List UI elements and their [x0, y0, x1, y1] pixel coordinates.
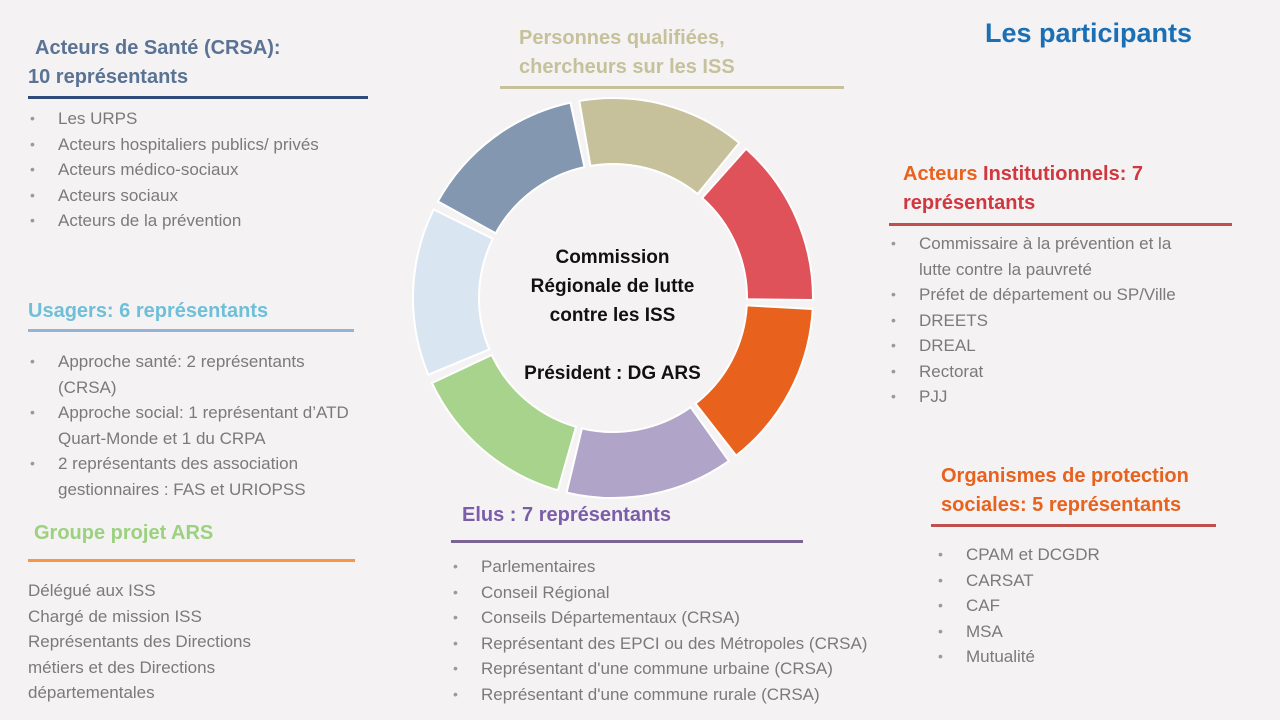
list-item: Rectorat [889, 359, 1232, 385]
section-organismes-protection: Organismes de protection sociales: 5 rep… [931, 462, 1216, 670]
acteurs-sante-list: Les URPSActeurs hospitaliers publics/ pr… [28, 106, 368, 234]
list-item: Acteurs médico-sociaux [28, 157, 368, 183]
list-item: Représentant d'une commune rurale (CRSA) [451, 682, 921, 708]
personnes-qualifiees-title-line2: chercheurs sur les ISS [519, 56, 735, 78]
organismes-list: CPAM et DCGDRCARSATCAFMSAMutualité [931, 542, 1216, 670]
list-item: Préfet de département ou SP/Ville [889, 282, 1232, 308]
list-item-line2: Quart-Monde et 1 du CRPA [58, 428, 266, 448]
groupe-projet-title: Groupe projet ARS [34, 522, 214, 544]
list-item: Les URPS [28, 106, 368, 132]
section-usagers: Usagers: 6 représentants Approche santé:… [28, 297, 354, 502]
list-item: 2 représentants des association gestionna… [28, 451, 398, 502]
list-item: Représentant d'une commune urbaine (CRSA… [451, 656, 921, 682]
list-item: CARSAT [936, 568, 1216, 594]
list-item: Conseils Départementaux (CRSA) [451, 605, 921, 631]
ring-segment-organismes-protection [694, 304, 814, 457]
groupe-projet-line: Délégué aux ISS [28, 581, 156, 600]
organismes-title-line2: sociales: 5 représentants [941, 494, 1182, 516]
list-item: Conseil Régional [451, 580, 921, 606]
groupe-projet-line: Chargé de mission ISS [28, 606, 202, 626]
personnes-qualifiees-title-line1: Personnes qualifiées, [519, 27, 725, 49]
groupe-projet-line: métiers et des Directions [28, 657, 216, 677]
elus-rule [451, 540, 803, 543]
list-item-line2: gestionnaires : FAS et URIOPSS [58, 479, 306, 499]
list-item: Acteurs hospitaliers publics/ privés [28, 132, 368, 158]
organismes-title-line1: Organismes de protection [941, 465, 1189, 487]
usagers-rule [28, 329, 354, 332]
section-acteurs-sante: Acteurs de Santé (CRSA): 10 représentant… [28, 34, 368, 234]
acteurs-institutionnels-title-line1: Institutionnels: 7 [983, 163, 1144, 185]
page-title: Les participants [985, 18, 1193, 48]
ring-segment-elus [565, 405, 731, 499]
section-personnes-qualifiees: Personnes qualifiées, chercheurs sur les… [500, 24, 844, 89]
organismes-rule [931, 524, 1216, 527]
list-item: Acteurs de la prévention [28, 208, 368, 234]
ring-segment-acteurs-sante [436, 101, 586, 235]
usagers-list: Approche santé: 2 représentants(CRSA)App… [28, 349, 398, 502]
list-item: Acteurs sociaux [28, 183, 368, 209]
personnes-qualifiees-title: Personnes qualifiées, chercheurs sur les… [500, 24, 844, 82]
groupe-projet-line: Représentants des Directions [28, 632, 252, 651]
list-item: MSA [936, 619, 1216, 645]
list-item: Représentant des EPCI ou des Métropoles … [451, 631, 921, 657]
list-item: Approche santé: 2 représentants (CRSA) [28, 349, 398, 400]
ring-segment-groupe-projet [430, 353, 578, 492]
acteurs-institutionnels-rule [889, 223, 1232, 226]
section-elus: Elus : 7 représentants ParlementairesCon… [451, 501, 867, 707]
list-item: Parlementaires [451, 554, 921, 580]
list-item: PJJ [889, 384, 1232, 410]
list-item: CPAM et DCGDR [936, 542, 1216, 568]
list-item: Mutualité [936, 644, 1216, 670]
elus-title: Elus : 7 représentants [462, 504, 671, 526]
usagers-title: Usagers: 6 représentants [28, 300, 269, 322]
list-item: DREETS [889, 308, 1232, 334]
organismes-title: Organismes de protection sociales: 5 rep… [931, 462, 1216, 520]
acteurs-institutionnels-title-line2: représentants [903, 192, 1036, 214]
section-acteurs-institutionnels: Acteurs Institutionnels: 7 représentants… [889, 160, 1232, 410]
list-item: lutte contre la pauvreté [919, 259, 1092, 279]
list-item-line1: 2 représentants des association [58, 454, 299, 473]
list-item: CAF [936, 593, 1216, 619]
center-line-2: Régionale de lutte [530, 276, 695, 297]
list-item-line2: (CRSA) [58, 377, 117, 397]
center-line-3: contre les ISS [549, 305, 676, 326]
list-item-line1: Approche santé: 2 représentants [58, 352, 305, 371]
groupe-projet-line: départementales [28, 683, 155, 702]
acteurs-sante-rule [28, 96, 368, 99]
acteurs-sante-title: Acteurs de Santé (CRSA): 10 représentant… [28, 34, 368, 92]
personnes-qualifiees-rule [500, 86, 844, 89]
list-item: Approche social: 1 représentant d’ATD Qua… [28, 400, 398, 451]
list-item-line1: Approche social: 1 représentant d’ATD [58, 403, 349, 422]
section-groupe-projet: Groupe projet ARS Délégué aux ISS Chargé … [28, 519, 355, 706]
acteurs-institutionnels-title-prefix: Acteurs [903, 163, 984, 185]
acteurs-sante-title-line2: 10 représentants [28, 66, 189, 88]
groupe-projet-rule [28, 559, 355, 562]
list-item: DREAL [889, 333, 1232, 359]
ring-segment-personnes-qualifiees [578, 97, 741, 196]
acteurs-sante-title-line1: Acteurs de Santé (CRSA): [35, 37, 281, 59]
elus-list: ParlementairesConseil RégionalConseils D… [451, 554, 921, 707]
acteurs-institutionnels-title: Acteurs Institutionnels: 7 représentants [889, 160, 1232, 218]
ring-segment-usagers [412, 208, 495, 377]
center-label: Commission Régionale de lutte contre les… [470, 243, 755, 388]
center-line-1: Commission [555, 247, 670, 268]
ring-segment-acteurs-institutionnels [700, 147, 814, 301]
groupe-projet-lines: Délégué aux ISS Chargé de mission ISS Repr… [28, 578, 355, 706]
center-president: Président : DG ARS [524, 363, 701, 384]
list-item: Commissaire à la prévention et la [889, 231, 1232, 257]
